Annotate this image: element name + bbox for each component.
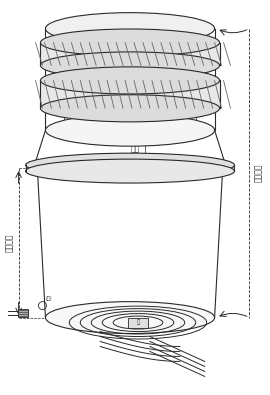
Ellipse shape <box>45 114 215 146</box>
Text: 一尺: 一尺 <box>130 145 140 153</box>
Ellipse shape <box>26 153 234 177</box>
Text: 四尺四寸: 四尺四寸 <box>255 164 263 182</box>
Text: 三尺五寸: 三尺五寸 <box>6 233 14 252</box>
Bar <box>128 318 148 327</box>
Text: 口: 口 <box>136 320 140 325</box>
Text: (口): (口) <box>45 295 52 301</box>
Ellipse shape <box>40 95 220 122</box>
Ellipse shape <box>45 13 215 45</box>
Ellipse shape <box>40 67 220 94</box>
Ellipse shape <box>40 52 220 79</box>
Ellipse shape <box>26 159 234 183</box>
Bar <box>18 308 28 316</box>
Ellipse shape <box>40 29 220 56</box>
Ellipse shape <box>45 302 215 333</box>
